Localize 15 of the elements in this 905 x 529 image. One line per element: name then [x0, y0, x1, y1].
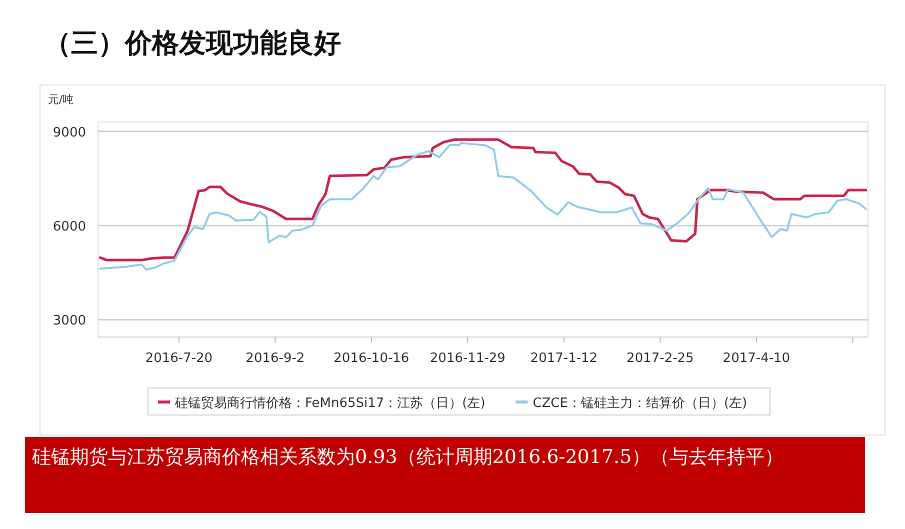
- y-tick-label: 9000: [52, 125, 86, 140]
- x-tick-label: 2016-10-16: [334, 351, 410, 366]
- text: 硅锰期货与江苏贸易商价格相关系数为0.93（统计周期2016.6-2017.5）（与去年持平）: [25, 437, 865, 513]
- x-tick-label: 2017-1-12: [530, 351, 598, 366]
- y-axis-title: 元/吨: [48, 93, 74, 106]
- legend-label: CZCE：锰硅主力：结算价（日）(左): [532, 395, 748, 411]
- chart-title: （三）价格发现功能良好: [44, 28, 341, 59]
- x-tick-label: 2017-2-25: [626, 351, 694, 366]
- x-tick-label: 2016-7-20: [145, 351, 213, 366]
- x-tick-label: 2016-9-2: [246, 351, 305, 366]
- x-tick-label: 2016-11-29: [430, 351, 506, 366]
- x-tick-label: 2017-4-10: [722, 351, 790, 366]
- y-tick-label: 3000: [52, 314, 86, 329]
- y-tick-label: 6000: [52, 220, 86, 235]
- legend-label: 硅锰贸易商行情价格：FeMn65Si17：江苏（日）(左): [174, 396, 486, 411]
